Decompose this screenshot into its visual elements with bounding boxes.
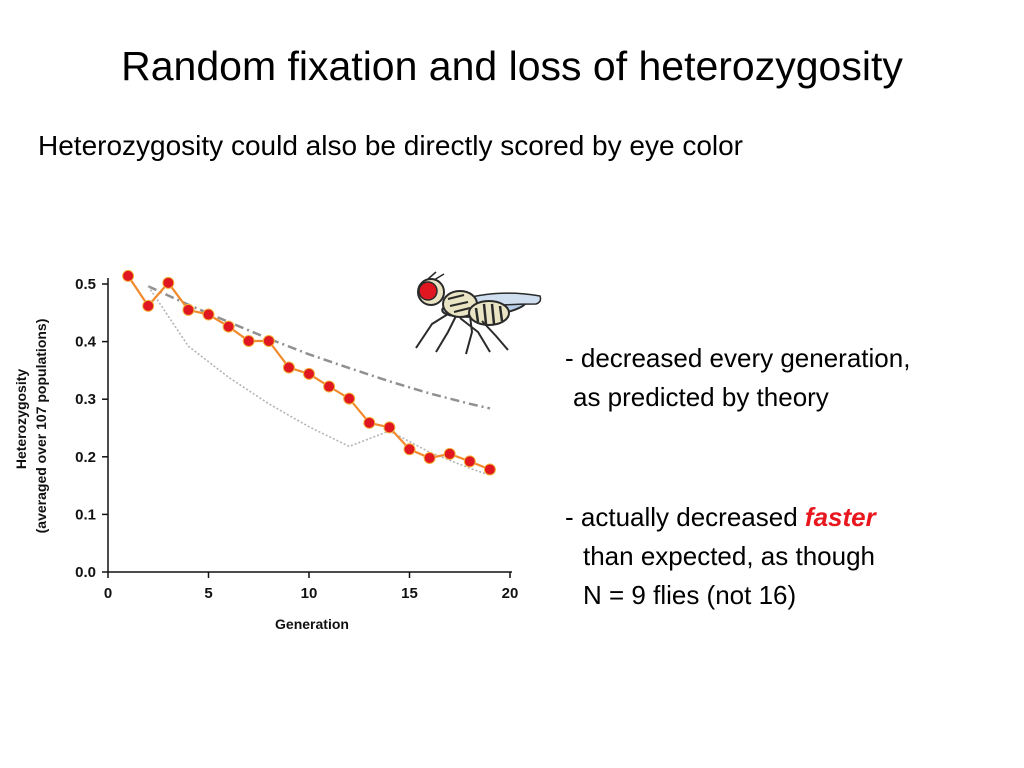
note-decreased-faster: - actually decreased faster than expecte… (565, 498, 876, 615)
fruit-fly-icon (415, 271, 542, 355)
observed-point (262, 335, 275, 348)
note1-line2: as predicted by theory (573, 382, 829, 412)
x-tick-label: 10 (301, 585, 318, 602)
note-decreased-every-generation: - decreased every generation, as predict… (565, 339, 910, 417)
chart-axes (107, 278, 512, 573)
observed-point (162, 276, 175, 289)
observed-point (483, 463, 496, 476)
expected-dotted-line (147, 285, 491, 476)
observed-point (282, 361, 295, 374)
x-tick-label: 5 (204, 585, 212, 602)
x-tick-label: 20 (502, 585, 519, 602)
x-tick-label: 0 (104, 585, 112, 602)
heterozygosity-chart: 0.0 0.1 0.2 0.3 0.4 0.5 0 5 10 15 20 Generation H… (13, 269, 519, 632)
note2-line3: N = 9 flies (not 16) (583, 580, 797, 610)
observed-point (463, 455, 476, 468)
observed-point (443, 447, 456, 460)
expected-dashed-line (147, 285, 491, 410)
observed-point (343, 392, 356, 405)
observed-point (383, 421, 396, 434)
observed-point (182, 303, 195, 316)
y-ticks: 0.0 0.1 0.2 0.3 0.4 0.5 (75, 276, 108, 581)
observed-point (363, 416, 376, 429)
observed-point (303, 367, 315, 380)
y-tick-label: 0.0 (75, 564, 96, 581)
y-tick-label: 0.1 (75, 506, 96, 523)
y-tick-label: 0.3 (75, 391, 96, 408)
observed-point (423, 451, 436, 464)
observed-point (122, 269, 135, 282)
observed-point (403, 443, 416, 456)
y-tick-label: 0.4 (75, 334, 97, 351)
y-axis-title-line1: Heterozygosity (13, 369, 29, 470)
note1-line1: - decreased every generation, (565, 343, 911, 373)
slide-title: Random fixation and loss of heterozygosi… (121, 43, 903, 89)
observed-point (202, 308, 215, 321)
note2-line1: - actually decreased faster (565, 498, 876, 537)
note2-line2: than expected, as though (583, 541, 876, 571)
x-tick-label: 15 (401, 585, 418, 602)
y-axis-title-line2: (averaged over 107 populations) (33, 319, 49, 534)
series-layer (122, 269, 496, 476)
observed-point (323, 380, 336, 393)
note2-prefix: - actually decreased (565, 502, 805, 532)
note2-emphasis: faster (804, 502, 876, 532)
observed-point (222, 320, 235, 333)
slide-subtitle: Heterozygosity could also be directly sc… (38, 130, 744, 161)
y-tick-label: 0.5 (75, 276, 96, 293)
observed-point (142, 299, 155, 312)
x-ticks: 0 5 10 15 20 (104, 572, 519, 602)
x-axis-title: Generation (275, 616, 349, 632)
y-tick-label: 0.2 (75, 449, 96, 466)
observed-point (242, 335, 255, 348)
